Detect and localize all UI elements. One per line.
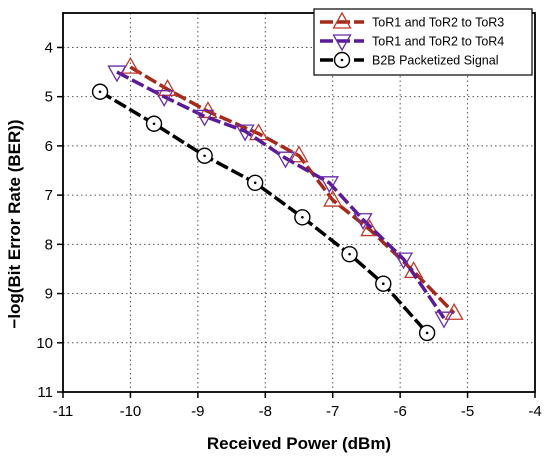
- circle-dot-marker: [246, 174, 264, 192]
- y-tick-label: 5: [45, 89, 53, 106]
- legend-label: B2B Packetized Signal: [372, 54, 498, 68]
- legend-entry-1: ToR1 and ToR2 to ToR3: [320, 11, 504, 30]
- circle-dot-marker: [341, 245, 358, 263]
- x-tick-label: -11: [53, 403, 74, 420]
- triangle-down-marker: [319, 176, 339, 194]
- series-line: [116, 70, 446, 320]
- x-tick-label: -7: [326, 403, 339, 420]
- y-tick-label: 4: [45, 39, 53, 56]
- circle-dot-marker: [145, 115, 163, 132]
- series-line: [129, 65, 456, 315]
- series-1: [120, 56, 464, 320]
- legend: ToR1 and ToR2 to ToR3 ToR1 and ToR2 to To…: [313, 8, 533, 76]
- x-tick-label: -6: [393, 403, 406, 420]
- circle-dot-marker: [91, 83, 109, 100]
- triangle-up-marker: [157, 78, 178, 96]
- triangle-down-marker: [393, 252, 414, 270]
- legend-triangle-up-marker: [332, 11, 352, 29]
- axis-ticks: -11 -10 -9 -8 -7 -6 -5 -4 4 5 6 7 8 9 10 11: [36, 39, 541, 420]
- legend-circle-dot-marker: [333, 51, 351, 69]
- triangle-up-marker: [360, 219, 380, 237]
- legend-entry-3: B2B Packetized Signal: [320, 51, 498, 69]
- y-tick-label: 10: [36, 335, 53, 352]
- x-tick-label: -9: [191, 403, 204, 420]
- plot-area-frame: [62, 12, 536, 393]
- x-tick-label: -5: [461, 403, 474, 420]
- y-tick-label: 11: [37, 384, 53, 401]
- y-axis-title: −log(Bit Error Rate (BER)): [5, 119, 24, 328]
- y-tick-label: 8: [45, 236, 53, 253]
- circle-dot-marker: [294, 209, 311, 226]
- circle-dot-marker: [418, 324, 436, 342]
- triangle-down-marker: [107, 65, 127, 83]
- series-layer: [91, 56, 464, 342]
- series-3: [91, 83, 436, 342]
- x-tick-label: -4: [528, 403, 541, 420]
- triangle-down-marker: [235, 124, 255, 142]
- triangle-down-marker: [353, 213, 373, 231]
- x-tick-label: -8: [259, 403, 272, 420]
- series-2: [107, 65, 454, 329]
- legend-entry-2: ToR1 and ToR2 to ToR4: [320, 34, 504, 52]
- x-axis-title: Received Power (dBm): [207, 434, 391, 453]
- y-tick-label: 7: [45, 187, 53, 204]
- x-tick-label: -10: [120, 403, 142, 420]
- circle-dot-marker: [375, 275, 392, 292]
- triangle-down-marker: [154, 90, 174, 107]
- legend-label: ToR1 and ToR2 to ToR4: [372, 35, 504, 49]
- grid-lines: [63, 13, 535, 392]
- y-tick-label: 9: [45, 286, 53, 303]
- legend-label: ToR1 and ToR2 to ToR3: [372, 16, 504, 30]
- y-tick-label: 6: [45, 138, 53, 155]
- circle-dot-marker: [196, 147, 213, 164]
- triangle-down-marker: [434, 311, 454, 329]
- legend-box: [313, 8, 533, 76]
- triangle-up-marker: [289, 145, 309, 163]
- triangle-down-marker: [275, 151, 296, 169]
- legend-triangle-down-marker: [332, 34, 352, 52]
- triangle-down-marker: [194, 109, 215, 127]
- triangle-up-marker: [323, 189, 343, 207]
